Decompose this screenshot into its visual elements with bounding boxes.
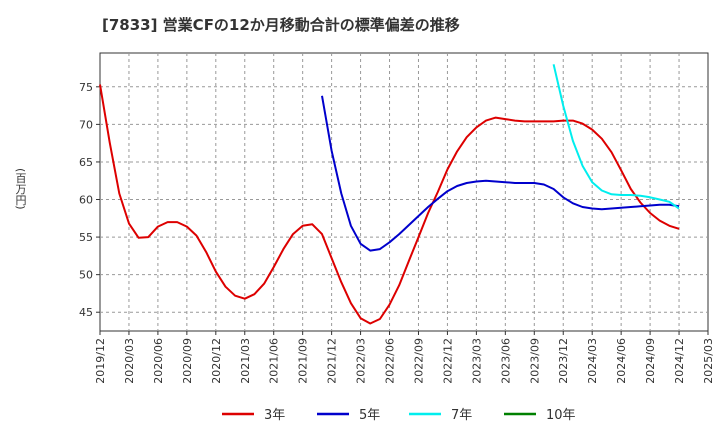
x-tick-label: 2022/09 xyxy=(412,338,425,384)
y-axis-unit-label: (百万円) xyxy=(14,168,27,210)
legend-label: 5年 xyxy=(359,408,380,423)
x-tick-label: 2022/12 xyxy=(441,338,454,384)
x-tick-label: 2021/09 xyxy=(297,338,310,384)
y-tick-label: 70 xyxy=(79,118,93,131)
y-tick-label: 45 xyxy=(79,306,93,319)
x-tick-label: 2020/12 xyxy=(210,338,223,384)
series-line-7年 xyxy=(552,64,680,210)
x-tick-label: 2023/09 xyxy=(528,338,541,384)
y-axis: 45 50 55 60 65 70 75 xyxy=(79,81,100,319)
x-tick-label: 2024/09 xyxy=(644,338,657,384)
y-tick-label: 50 xyxy=(79,269,93,282)
x-tick-label: 2021/12 xyxy=(326,338,339,384)
series-lines xyxy=(99,64,680,325)
plot-area xyxy=(99,52,709,332)
series-line-3年 xyxy=(99,84,680,325)
series-line-5年 xyxy=(321,95,680,252)
x-tick-label: 2021/03 xyxy=(239,338,252,384)
y-tick-label: 60 xyxy=(79,194,93,207)
x-tick-label: 2023/12 xyxy=(557,338,570,384)
x-tick-label: 2024/03 xyxy=(586,338,599,384)
x-tick-label: 2020/03 xyxy=(123,338,136,384)
x-tick-label: 2020/06 xyxy=(152,338,165,384)
legend: 3年 5年 7年 10年 xyxy=(222,408,576,423)
x-tick-label: 2025/03 xyxy=(702,338,715,384)
y-tick-label: 55 xyxy=(79,231,93,244)
x-tick-label: 2024/06 xyxy=(615,338,628,384)
y-tick-label: 75 xyxy=(79,81,93,94)
legend-label: 7年 xyxy=(451,408,472,423)
x-tick-label: 2024/12 xyxy=(673,338,686,384)
chart-title: [7833] 営業CFの12か月移動合計の標準偏差の推移 xyxy=(102,16,460,34)
x-tick-label: 2019/12 xyxy=(94,338,107,384)
x-tick-label: 2023/06 xyxy=(499,338,512,384)
grid xyxy=(100,53,708,331)
x-axis: 2019/12 2020/03 2020/06 2020/09 2020/12 2021/… xyxy=(94,331,715,384)
legend-label: 10年 xyxy=(546,408,576,423)
x-tick-label: 2020/09 xyxy=(181,338,194,384)
y-tick-label: 65 xyxy=(79,156,93,169)
x-tick-label: 2022/03 xyxy=(355,338,368,384)
x-tick-label: 2021/06 xyxy=(268,338,281,384)
x-tick-label: 2022/06 xyxy=(384,338,397,384)
legend-label: 3年 xyxy=(264,408,285,423)
x-tick-label: 2023/03 xyxy=(470,338,483,384)
